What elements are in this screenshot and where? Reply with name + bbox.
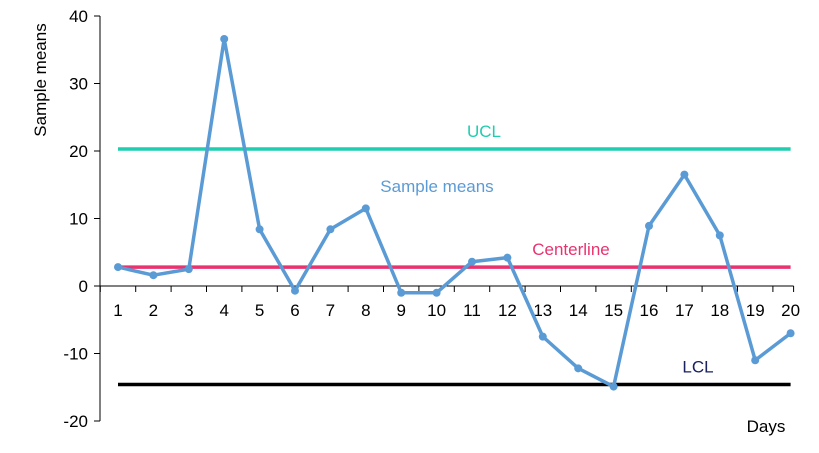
x-tick-label: 19 (746, 301, 765, 320)
data-point (432, 288, 441, 297)
x-tick-label: 6 (290, 301, 299, 320)
reference-label-centerline: Centerline (532, 240, 610, 259)
y-tick-label: -20 (63, 412, 88, 431)
x-tick-label: 1 (113, 301, 122, 320)
series-group (114, 34, 795, 391)
y-tick-label: -10 (63, 345, 88, 364)
data-point (326, 225, 335, 234)
data-point (645, 221, 653, 230)
data-point (361, 204, 370, 213)
data-point (574, 364, 583, 373)
x-tick-label: 7 (326, 301, 335, 320)
x-tick-label: 17 (675, 301, 694, 320)
data-point (114, 263, 122, 272)
data-point (184, 265, 193, 274)
reference-lines (118, 147, 791, 387)
reference-label-ucl: UCL (467, 122, 501, 141)
x-tick-label: 10 (427, 301, 446, 320)
data-point (680, 170, 689, 179)
data-point (220, 34, 229, 43)
y-tick-label: 40 (69, 7, 88, 26)
y-tick-label: 0 (79, 277, 88, 296)
series-label: Sample means (380, 177, 493, 196)
data-point (609, 382, 618, 391)
x-tick-label: 4 (219, 301, 228, 320)
x-tick-label: 20 (781, 301, 800, 320)
x-tick-label: 8 (361, 301, 370, 320)
x-tick-label: 3 (184, 301, 193, 320)
data-point (715, 231, 724, 240)
x-tick-label: 13 (533, 301, 552, 320)
data-point (149, 271, 158, 280)
data-point (397, 288, 406, 297)
x-axis-label: Days (747, 417, 786, 436)
labels-group: UCL Centerline LCL Sample means (380, 122, 713, 377)
y-tick-label: 30 (69, 75, 88, 94)
x-tick-label: 18 (710, 301, 729, 320)
x-tick-label: 11 (463, 301, 481, 320)
data-point (786, 329, 795, 338)
data-point (538, 332, 547, 341)
data-point (255, 225, 264, 234)
x-tick-label: 5 (255, 301, 264, 320)
reference-label-lcl: LCL (682, 358, 713, 377)
y-axis-label: Sample means (31, 23, 50, 136)
series-line (117, 37, 792, 389)
data-point (291, 286, 299, 295)
x-tick-label: 14 (569, 301, 588, 320)
y-tick-label: 10 (69, 210, 88, 229)
x-tick-label: 2 (149, 301, 158, 320)
x-tick-label: 12 (498, 301, 517, 320)
x-tick-label: 16 (640, 301, 659, 320)
data-point (503, 253, 512, 262)
x-tick-label: 15 (604, 301, 623, 320)
data-point (468, 257, 476, 266)
data-point (751, 356, 760, 365)
x-tick-label: 9 (396, 301, 405, 320)
y-tick-label: 20 (69, 142, 88, 161)
